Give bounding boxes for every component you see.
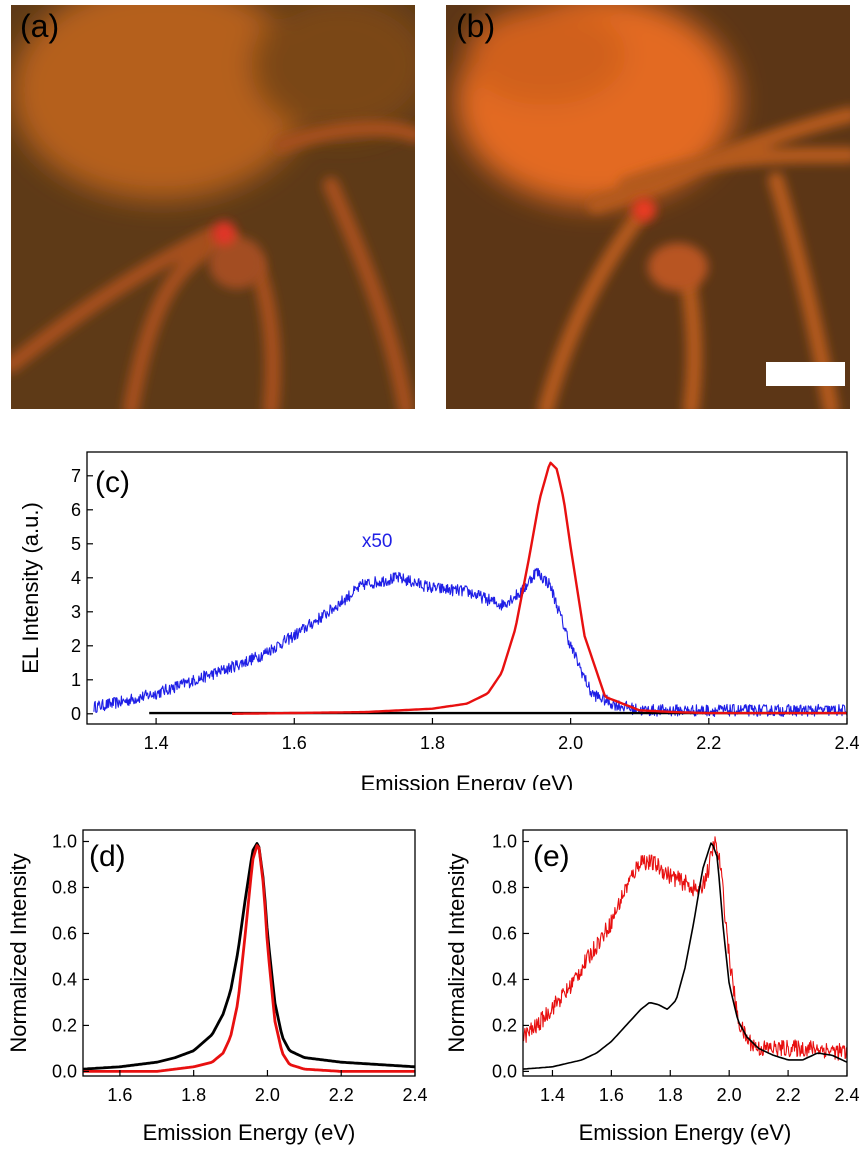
x-tick-label-e-4: 2.2 <box>776 1085 801 1105</box>
y-tick-label-d-3: 0.6 <box>52 923 77 943</box>
x-tick-label-e-5: 2.4 <box>834 1085 859 1105</box>
y-tick-label-e-3: 0.6 <box>492 923 517 943</box>
plot-frame-c <box>86 451 848 725</box>
chart-e: 1.4 1.6 1.8 2.0 2.2 2.4 0.0 0.2 0.4 0.6 0.8 1.0 Emis… <box>430 810 863 1145</box>
plot-frame-e <box>522 829 848 1077</box>
x-tick-label-c-0: 1.4 <box>144 733 169 753</box>
x-tick-label-c-4: 2.2 <box>696 733 721 753</box>
x-tick-label-d-4: 2.4 <box>402 1085 427 1105</box>
x-tick-label-c-5: 2.4 <box>834 733 859 753</box>
y-tick-label-c-3: 3 <box>71 602 81 622</box>
photo-b-label: (b) <box>456 8 495 44</box>
x-tick-label-c-1: 1.6 <box>282 733 307 753</box>
y-tick-label-c-1: 1 <box>71 670 81 690</box>
series-line-d-0 <box>82 842 416 1071</box>
x-tick-label-e-2: 1.8 <box>658 1085 683 1105</box>
panel-tag-d: (d) <box>89 840 126 873</box>
x-axis-title-d: Emission Energy (eV) <box>143 1120 356 1145</box>
x-axis-title-c: Emission Energy (eV) <box>361 771 574 790</box>
series-line-e-0 <box>522 836 848 1061</box>
y-tick-label-c-2: 2 <box>71 636 81 656</box>
y-tick-label-c-6: 6 <box>71 500 81 520</box>
chart-c-svg: 1.4 1.6 1.8 2.0 2.2 2.4 0 1 2 3 4 5 6 7 Emission Energ… <box>18 451 860 796</box>
y-tick-label-d-5: 1.0 <box>52 831 77 851</box>
photo-a-label: (a) <box>20 8 59 44</box>
y-tick-label-d-0: 0.0 <box>52 1061 77 1081</box>
y-tick-label-d-1: 0.2 <box>52 1015 77 1035</box>
x-tick-label-c-2: 1.8 <box>420 733 445 753</box>
x-tick-label-d-0: 1.6 <box>107 1085 132 1105</box>
x-tick-label-d-1: 1.8 <box>181 1085 206 1105</box>
x-tick-label-c-3: 2.0 <box>558 733 583 753</box>
series-line-c-0 <box>93 567 848 717</box>
panel-tag-e: (e) <box>533 840 570 873</box>
chart-d-svg: 1.6 1.8 2.0 2.2 2.4 0.0 0.2 0.4 0.6 0.8 1.0 Emissio… <box>6 829 428 1145</box>
x-tick-label-d-3: 2.2 <box>329 1085 354 1105</box>
scale-bar <box>766 362 845 386</box>
y-tick-label-e-0: 0.0 <box>492 1061 517 1081</box>
plot-frame-d <box>82 829 416 1077</box>
y-tick-label-e-5: 1.0 <box>492 831 517 851</box>
y-axis-title-c: EL Intensity (a.u.) <box>18 502 43 674</box>
series-line-c-2 <box>232 461 847 715</box>
x-axis-title-e: Emission Energy (eV) <box>579 1120 792 1145</box>
chart-d: 1.6 1.8 2.0 2.2 2.4 0.0 0.2 0.4 0.6 0.8 1.0 Emissio… <box>0 810 430 1145</box>
panel-tag-c: (c) <box>95 466 130 499</box>
x-tick-label-d-2: 2.0 <box>255 1085 280 1105</box>
series-line-d-1 <box>83 844 415 1073</box>
y-tick-label-c-7: 7 <box>71 466 81 486</box>
series-line-e-1 <box>522 842 848 1070</box>
y-tick-label-c-0: 0 <box>71 704 81 724</box>
chart-e-svg: 1.4 1.6 1.8 2.0 2.2 2.4 0.0 0.2 0.4 0.6 0.8 1.0 Emis… <box>444 829 860 1145</box>
x-tick-label-e-0: 1.4 <box>540 1085 565 1105</box>
y-tick-label-e-2: 0.4 <box>492 969 517 989</box>
y-tick-label-d-4: 0.8 <box>52 877 77 897</box>
y-tick-label-e-1: 0.2 <box>492 1015 517 1035</box>
annotation-c-0: x50 <box>362 531 393 552</box>
y-axis-title-d: Normalized Intensity <box>6 853 31 1052</box>
chart-c: 1.4 1.6 1.8 2.0 2.2 2.4 0 1 2 3 4 5 6 7 Emission Energ… <box>0 440 863 796</box>
y-tick-label-e-4: 0.8 <box>492 877 517 897</box>
y-tick-label-d-2: 0.4 <box>52 969 77 989</box>
photo-panel-b: (b) <box>446 5 850 409</box>
photo-panel-a: (a) <box>11 5 415 409</box>
y-axis-title-e: Normalized Intensity <box>444 853 469 1052</box>
x-tick-label-e-1: 1.6 <box>599 1085 624 1105</box>
y-tick-label-c-5: 5 <box>71 534 81 554</box>
y-tick-label-c-4: 4 <box>71 568 81 588</box>
x-tick-label-e-3: 2.0 <box>717 1085 742 1105</box>
